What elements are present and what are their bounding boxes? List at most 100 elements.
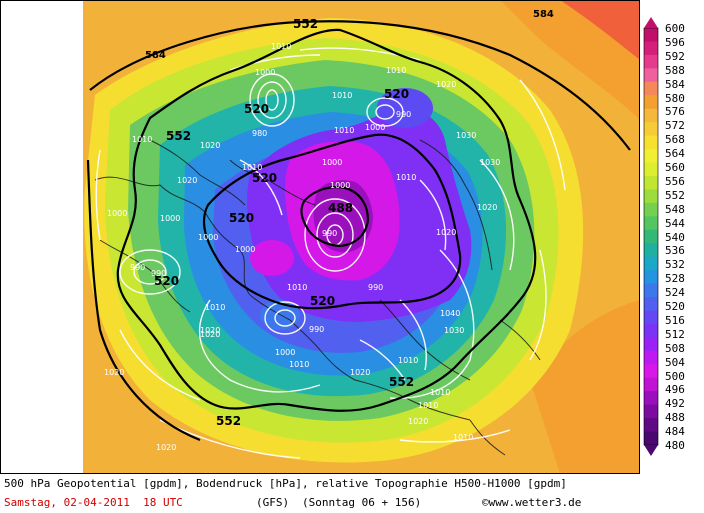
label-520-north: 520 bbox=[384, 87, 409, 101]
contour-576-west bbox=[86, 159, 201, 442]
isobars bbox=[95, 47, 566, 459]
pressure-label: 1020 bbox=[200, 141, 220, 150]
legend-label-528: 528 bbox=[665, 272, 685, 286]
label-520-nw: 520 bbox=[244, 102, 269, 116]
pressure-label: 1020 bbox=[436, 228, 456, 237]
legend-label-576: 576 bbox=[665, 105, 685, 119]
legend-label-592: 592 bbox=[665, 49, 685, 63]
pressure-label: 1020 bbox=[104, 368, 124, 377]
legend-swatch-524 bbox=[644, 283, 658, 298]
map-caption-meta: Samstag, 02-04-2011 18 UTC (GFS) (Sonnta… bbox=[0, 493, 640, 512]
legend-swatch-500 bbox=[644, 364, 658, 379]
pressure-label: 1010 bbox=[132, 135, 152, 144]
legend-swatch-480 bbox=[644, 431, 658, 446]
pressure-labels: 1010 1000 1010 1020 1010 1000 990 980 10… bbox=[104, 42, 500, 452]
pressure-label: 1000 bbox=[107, 209, 127, 218]
triangle-up-icon bbox=[644, 17, 658, 28]
field-488 bbox=[313, 180, 373, 253]
pressure-label: 990 bbox=[396, 110, 411, 119]
pressure-label: 990 bbox=[309, 325, 324, 334]
legend-swatch-560 bbox=[644, 162, 658, 177]
legend-label-520: 520 bbox=[665, 300, 685, 313]
pressure-label: 1010 bbox=[289, 360, 309, 369]
legend-swatch-520 bbox=[644, 297, 658, 311]
pressure-label: 1010 bbox=[398, 356, 418, 365]
legend-swatch-596 bbox=[644, 41, 658, 56]
triangle-down-icon bbox=[644, 445, 658, 456]
legend-label-484: 484 bbox=[665, 425, 685, 439]
legend-swatch-516 bbox=[644, 310, 658, 325]
legend-label-596: 596 bbox=[665, 35, 685, 49]
legend-swatch-504 bbox=[644, 350, 658, 365]
pressure-label: 1010 bbox=[287, 283, 307, 292]
pressure-label: 1020 bbox=[200, 326, 220, 335]
copyright-credit: ©www.wetter3.de bbox=[482, 496, 582, 509]
pressure-label: 1020 bbox=[436, 80, 456, 89]
pressure-label: 1010 bbox=[418, 401, 438, 410]
legend-swatch-536 bbox=[644, 243, 658, 258]
legend-swatch-556 bbox=[644, 175, 658, 190]
contour-488 bbox=[300, 186, 370, 248]
legend-label-512: 512 bbox=[665, 327, 685, 341]
pressure-label: 1000 bbox=[330, 181, 350, 190]
legend-label-492: 492 bbox=[665, 397, 685, 411]
legend-label-556: 556 bbox=[665, 174, 685, 188]
legend-swatch-592 bbox=[644, 54, 658, 69]
geopotential-map: 552 552 552 552 584 584 520 520 520 520 … bbox=[0, 0, 640, 474]
label-520-far-west: 520 bbox=[154, 274, 179, 288]
legend-label-584: 584 bbox=[665, 77, 685, 91]
legend-label-572: 572 bbox=[665, 119, 685, 133]
pressure-label: 1000 bbox=[160, 214, 180, 223]
pressure-label: 1010 bbox=[430, 388, 450, 397]
pressure-label: 1030 bbox=[444, 326, 464, 335]
label-520-west: 520 bbox=[229, 211, 254, 225]
legend-label-580: 580 bbox=[665, 91, 685, 105]
legend-swatch-572 bbox=[644, 122, 658, 137]
legend-label-560: 560 bbox=[665, 161, 685, 174]
legend-swatch-564 bbox=[644, 149, 658, 164]
legend-swatch-488 bbox=[644, 404, 658, 419]
legend-label-552: 552 bbox=[665, 188, 685, 202]
pressure-label: 1000 bbox=[322, 158, 342, 167]
legend-label-540: 540 bbox=[665, 230, 685, 244]
pressure-label: 1010 bbox=[386, 66, 406, 75]
legend-swatch-484 bbox=[644, 418, 658, 433]
legend-label-488: 488 bbox=[665, 411, 685, 425]
pressure-label: 1010 bbox=[453, 433, 473, 442]
geopotential-labels: 552 552 552 552 584 584 520 520 520 520 … bbox=[145, 9, 554, 428]
legend-swatch-580 bbox=[644, 95, 658, 110]
map-caption-title: 500 hPa Geopotential [gpdm], Bodendruck … bbox=[4, 477, 567, 490]
label-584-east: 584 bbox=[533, 9, 554, 20]
legend-label-548: 548 bbox=[665, 202, 685, 216]
pressure-label: 1020 bbox=[200, 330, 220, 339]
label-520-center: 520 bbox=[252, 171, 277, 185]
legend-label-508: 508 bbox=[665, 341, 685, 355]
legend-label-532: 532 bbox=[665, 258, 685, 272]
pressure-label: 1020 bbox=[408, 417, 428, 426]
legend-label-500: 500 bbox=[665, 369, 685, 383]
legend-swatch-548 bbox=[644, 202, 658, 217]
pressure-label: 1010 bbox=[271, 42, 291, 51]
warm-field-588 bbox=[560, 0, 640, 60]
pressure-label: 1000 bbox=[275, 348, 295, 357]
model-name: (GFS) bbox=[256, 496, 290, 509]
pressure-label: 990 bbox=[368, 283, 383, 292]
label-552-southeast: 552 bbox=[389, 375, 414, 389]
legend-swatch-600 bbox=[644, 28, 658, 42]
pressure-label: 1010 bbox=[242, 163, 262, 172]
label-552-west: 552 bbox=[166, 129, 191, 143]
pressure-label: 990 bbox=[322, 229, 337, 238]
legend-swatch-544 bbox=[644, 216, 658, 231]
pressure-label: 1010 bbox=[205, 303, 225, 312]
label-520-south: 520 bbox=[310, 294, 335, 308]
legend-swatch-512 bbox=[644, 323, 658, 338]
legend-swatch-588 bbox=[644, 68, 658, 83]
label-552-south: 552 bbox=[216, 414, 241, 428]
pressure-label: 1000 bbox=[198, 233, 218, 242]
color-scale-legend bbox=[643, 17, 659, 456]
pressure-label: 990 bbox=[151, 269, 166, 278]
label-584-west: 584 bbox=[145, 50, 166, 61]
legend-swatch-552 bbox=[644, 189, 658, 204]
legend-swatch-496 bbox=[644, 377, 658, 392]
